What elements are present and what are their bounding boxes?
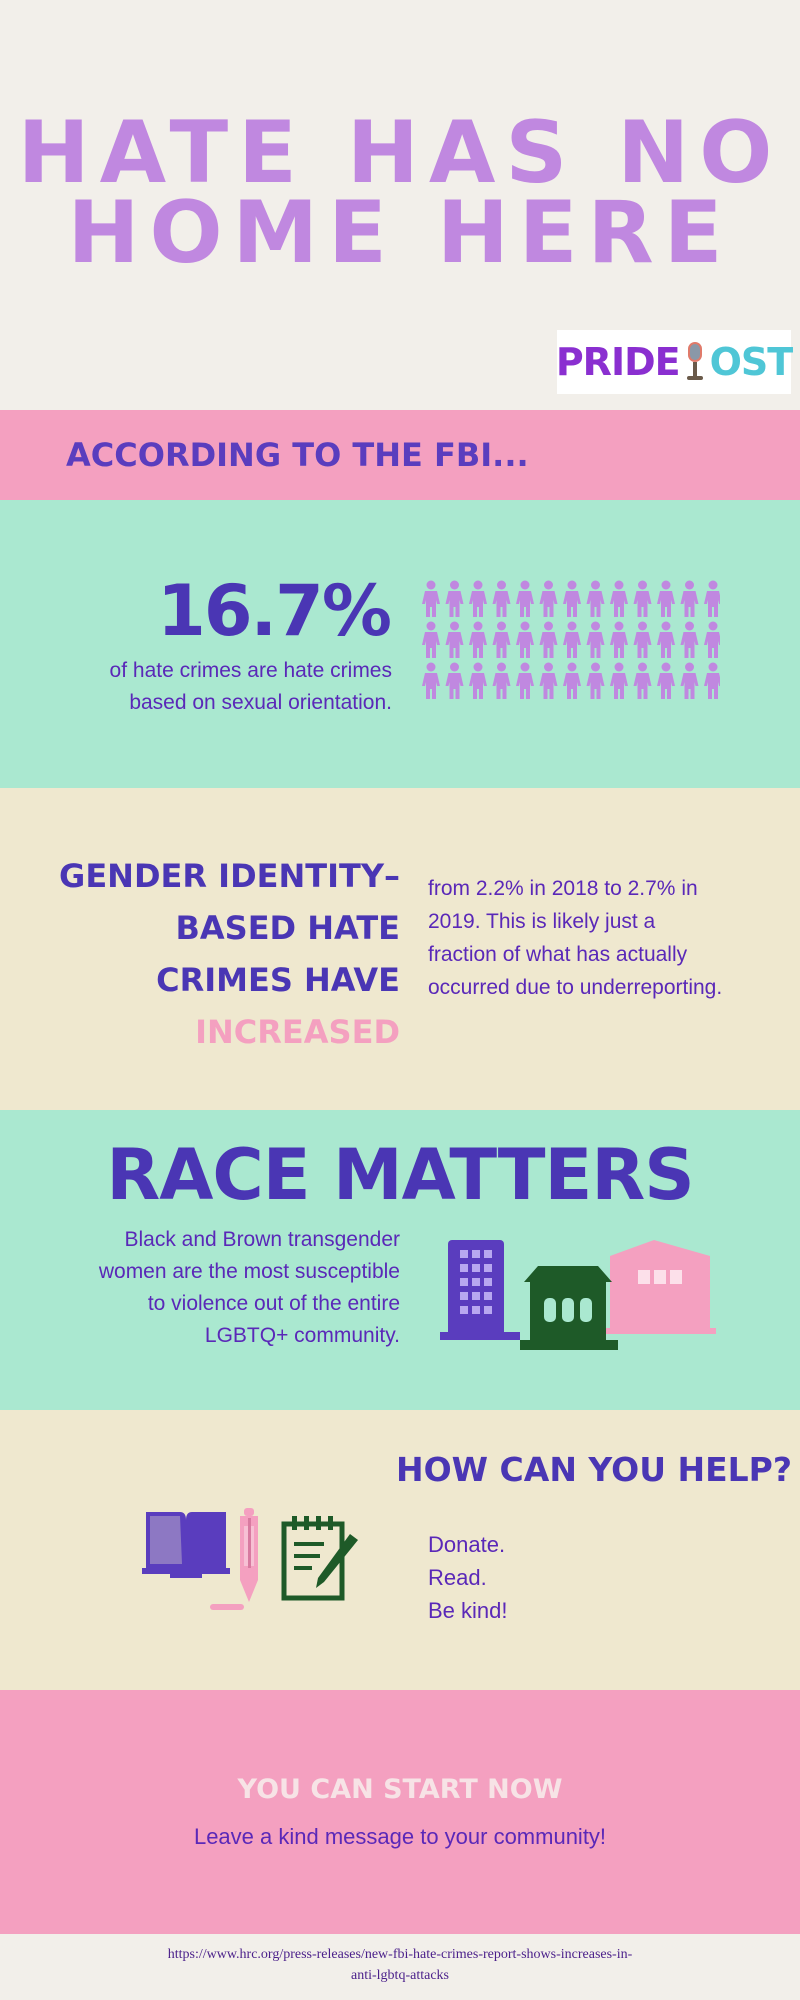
gender-heading-line2: BASED HATE <box>175 909 400 947</box>
help-item-donate: Donate. <box>428 1532 506 1557</box>
help-item-be-kind: Be kind! <box>428 1598 508 1623</box>
person-icon <box>492 662 511 699</box>
person-icon <box>445 662 464 699</box>
gender-heading: GENDER IDENTITY– BASED HATE CRIMES HAVE … <box>59 850 400 1058</box>
help-section: HOW CAN YOU HELP? Donate. Read. Be kind! <box>0 1410 800 1690</box>
person-icon <box>657 662 675 699</box>
stat-description: of hate crimes are hate crimes based on … <box>109 659 392 714</box>
person-icon <box>469 662 487 699</box>
person-icon <box>422 621 440 658</box>
gender-section: GENDER IDENTITY– BASED HATE CRIMES HAVE … <box>0 788 800 1110</box>
person-icon <box>492 580 511 617</box>
start-section: YOU CAN START NOW Leave a kind message t… <box>0 1690 800 1934</box>
main-title-line2: HOME HERE <box>67 183 733 283</box>
person-icon <box>704 662 720 699</box>
person-icon <box>610 662 628 699</box>
person-icon <box>704 621 720 658</box>
logo-text-post: OST <box>709 340 794 384</box>
microphone-icon <box>682 340 708 384</box>
person-icon <box>516 621 534 658</box>
race-description: Black and Brown transgender women are th… <box>98 1228 400 1347</box>
person-icon <box>657 580 675 617</box>
header-section: HATE HAS NO HOME HERE PRIDE OST <box>0 0 800 410</box>
source-link[interactable]: https://www.hrc.org/press-releases/new-f… <box>100 1944 700 1986</box>
person-icon <box>680 580 699 617</box>
notepad-icon <box>281 1516 358 1601</box>
start-title: YOU CAN START NOW <box>237 1774 563 1805</box>
house-icon <box>520 1266 618 1350</box>
person-icon <box>539 662 558 699</box>
person-icon <box>445 621 464 658</box>
person-icon <box>610 580 628 617</box>
gender-description: from 2.2% in 2018 to 2.7% in 2019. This … <box>428 877 723 999</box>
person-icon <box>516 662 534 699</box>
person-icon <box>563 580 581 617</box>
person-icon <box>704 580 720 617</box>
person-icon <box>492 621 511 658</box>
gender-heading-line3: CRIMES HAVE <box>156 961 400 999</box>
race-title: RACE MATTERS <box>106 1134 694 1216</box>
help-item-read: Read. <box>428 1565 487 1590</box>
person-icon <box>633 662 652 699</box>
stat-section: 16.7% of hate crimes are hate crimes bas… <box>0 500 800 788</box>
people-grid <box>420 580 720 704</box>
pink-building-icon <box>606 1240 716 1334</box>
pride-post-logo[interactable]: PRIDE OST <box>555 330 794 394</box>
person-icon <box>422 580 440 617</box>
person-icon <box>586 621 605 658</box>
person-icon <box>633 621 652 658</box>
person-icon <box>657 621 675 658</box>
help-icons <box>140 1508 370 1632</box>
source-section: https://www.hrc.org/press-releases/new-f… <box>0 1934 800 2000</box>
help-title: HOW CAN YOU HELP? <box>396 1450 792 1489</box>
fbi-heading: ACCORDING TO THE FBI... <box>66 436 529 474</box>
gender-heading-highlight: INCREASED <box>195 1013 400 1051</box>
logo-text-pride: PRIDE <box>555 340 681 384</box>
buildings-illustration <box>440 1236 720 1360</box>
person-icon <box>445 580 464 617</box>
help-list: Donate. Read. Be kind! <box>428 1528 508 1627</box>
source-url-line2: anti-lgbtq-attacks <box>351 1968 449 1983</box>
source-url-line1: https://www.hrc.org/press-releases/new-f… <box>167 1947 633 1962</box>
person-icon <box>422 662 440 699</box>
person-icon <box>586 580 605 617</box>
fbi-band: ACCORDING TO THE FBI... <box>0 410 800 500</box>
person-icon <box>539 580 558 617</box>
person-icon <box>633 580 652 617</box>
main-title-line1: HATE HAS NO <box>17 103 783 203</box>
open-book-icon <box>142 1512 230 1578</box>
person-icon <box>680 662 699 699</box>
person-icon <box>610 621 628 658</box>
person-icon <box>563 621 581 658</box>
stat-percent: 16.7% <box>157 570 392 652</box>
person-icon <box>539 621 558 658</box>
office-building-icon <box>440 1240 520 1340</box>
person-icon <box>586 662 605 699</box>
gender-heading-line1: GENDER IDENTITY– <box>59 857 400 895</box>
person-icon <box>516 580 534 617</box>
person-icon <box>469 621 487 658</box>
person-icon <box>680 621 699 658</box>
pen-icon <box>210 1508 258 1610</box>
person-icon <box>469 580 487 617</box>
person-icon <box>563 662 581 699</box>
start-subtitle: Leave a kind message to your community! <box>193 1824 607 1849</box>
